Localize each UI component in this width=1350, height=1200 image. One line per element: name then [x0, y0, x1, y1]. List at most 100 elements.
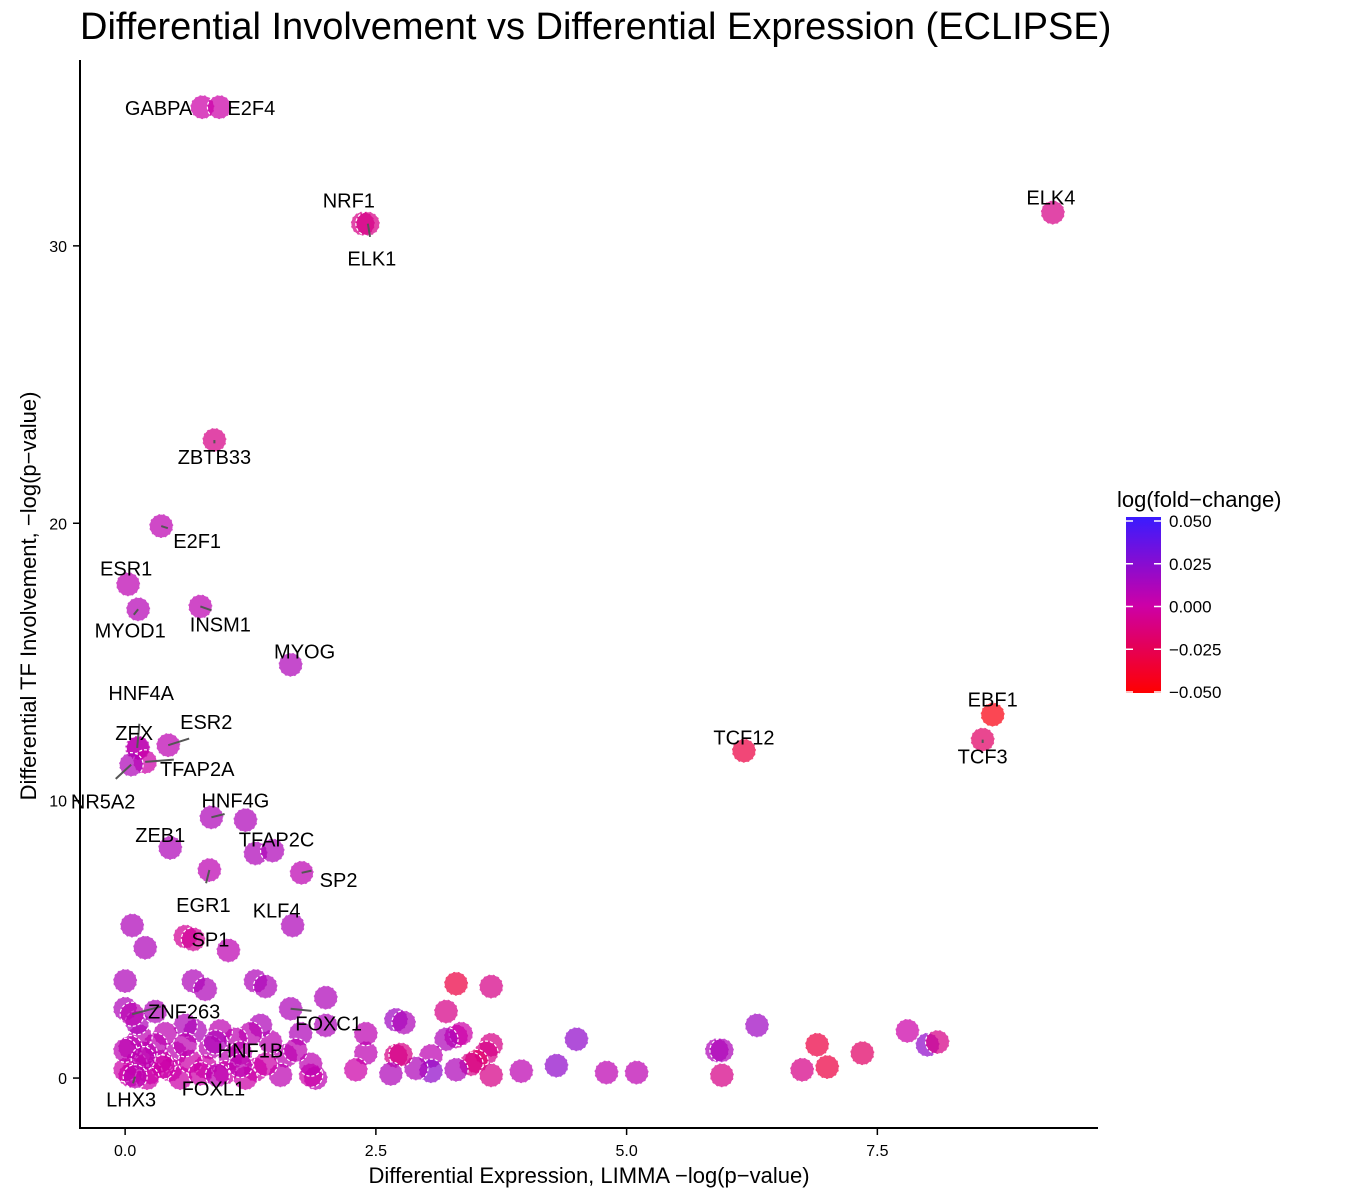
point-label-sp1: SP1: [192, 929, 230, 951]
point-label-foxl1: FOXL1: [182, 1078, 245, 1100]
color-legend: log(fold−change) 0.050 0.025 0.000 −0.025 −0…: [1117, 487, 1282, 702]
data-point: [112, 968, 138, 994]
data-point-tcf12: [731, 738, 757, 764]
leader-line-sp2: [301, 869, 312, 874]
ticks-layer: 0.0 2.5 5.0 7.5 0 10 20 30: [49, 239, 888, 1160]
data-point: [202, 1029, 228, 1055]
x-tick-label: 5.0: [615, 1143, 637, 1160]
data-point-e2f4: [206, 94, 233, 120]
point-label-tfap2a: TFAP2A: [160, 759, 235, 781]
data-point: [192, 976, 218, 1002]
point-label-insm1: INSM1: [190, 614, 251, 636]
data-point: [849, 1040, 875, 1066]
legend-tick-label: 0.025: [1169, 555, 1212, 574]
data-point: [563, 1026, 590, 1052]
data-point: [433, 1026, 459, 1052]
legend-tick-label: −0.050: [1169, 683, 1221, 702]
legend-title: log(fold−change): [1117, 487, 1282, 512]
data-point: [789, 1057, 815, 1083]
leader-line-lhx3: [132, 1076, 137, 1084]
legend-tick-label: 0.050: [1169, 512, 1212, 531]
y-tick-label: 20: [49, 516, 67, 533]
point-label-elk1: ELK1: [347, 249, 396, 271]
point-label-elk4: ELK4: [1026, 188, 1075, 210]
y-tick-label: 10: [49, 794, 67, 811]
leader-line-hnf4g: [211, 813, 225, 819]
data-point-myog: [278, 652, 304, 678]
data-point: [624, 1059, 650, 1086]
leader-line-znf263: [131, 1005, 162, 1016]
data-point: [709, 1062, 735, 1088]
points-layer: [112, 94, 1066, 1091]
leader-line-esr2: [167, 737, 190, 747]
data-point: [252, 973, 279, 1000]
x-axis-title: Differential Expression, LIMMA −log(p−va…: [368, 1163, 809, 1188]
data-point: [543, 1052, 570, 1079]
data-point-elk4: [1040, 199, 1066, 226]
x-tick-label: 0.0: [114, 1143, 136, 1160]
point-label-tfap2c: TFAP2C: [239, 830, 315, 852]
data-point: [508, 1058, 534, 1084]
data-point: [814, 1054, 840, 1080]
point-label-zeb1: ZEB1: [135, 825, 185, 847]
point-labels-layer: GABPA E2F4 NRF1 ELK1 ELK4 ZBTB33 E2F1 ESR1 MYOD1…: [71, 98, 1075, 1112]
point-label-nr5a2: NR5A2: [71, 792, 135, 814]
data-point: [180, 926, 206, 952]
point-label-sp2: SP2: [320, 870, 358, 892]
point-label-ebf1: EBF1: [968, 690, 1018, 712]
leader-line-nr5a2: [115, 763, 132, 780]
point-label-esr2: ESR2: [180, 712, 232, 734]
leader-line-e2f1: [160, 525, 169, 530]
axes-layer: [79, 60, 1098, 1129]
data-point: [478, 1062, 504, 1088]
point-label-myog: MYOG: [274, 642, 335, 664]
y-tick-label: 0: [58, 1071, 67, 1088]
data-point: [709, 1037, 735, 1063]
data-point: [804, 1032, 830, 1058]
leader-line-tfap2a: [145, 758, 174, 763]
leader-line-insm1: [200, 605, 212, 612]
point-label-lhx3: LHX3: [106, 1090, 156, 1112]
data-point-esr1: [115, 571, 141, 597]
leader-line-foxc1: [290, 1007, 312, 1012]
point-label-gabpa: GABPA: [125, 98, 193, 120]
leader-line-elk1: [366, 223, 372, 238]
point-label-klf4: KLF4: [253, 900, 301, 922]
y-axis-title: Differential TF Involvement, −log(p−valu…: [16, 392, 41, 801]
legend-tick-label: 0.000: [1169, 598, 1212, 617]
data-point: [313, 1012, 339, 1038]
legend-colorbar: [1126, 517, 1161, 693]
data-point-tfap2c: [259, 837, 286, 864]
point-label-e2f1: E2F1: [173, 531, 221, 553]
legend-ticks: 0.050 0.025 0.000 −0.025 −0.050: [1126, 512, 1221, 702]
x-tick-label: 7.5: [866, 1143, 888, 1160]
data-point: [252, 1051, 279, 1077]
data-point-hnf1b: [227, 1052, 254, 1079]
point-label-znf263: ZNF263: [148, 1001, 220, 1023]
point-label-zfx: ZFX: [115, 723, 153, 745]
data-point: [378, 1061, 404, 1087]
leader-line-hnf4a: [136, 723, 141, 749]
data-point: [172, 1032, 198, 1058]
data-point: [232, 807, 259, 833]
point-label-foxc1: FOXC1: [295, 1014, 362, 1036]
data-point: [119, 912, 145, 939]
point-label-tcf3: TCF3: [958, 747, 1008, 769]
point-label-hnf1b: HNF1B: [218, 1041, 284, 1063]
data-point: [478, 973, 504, 1000]
point-label-egr1: EGR1: [176, 895, 230, 917]
data-point: [130, 1046, 156, 1072]
data-point: [132, 935, 158, 961]
data-point: [343, 1057, 369, 1083]
data-point: [391, 1009, 417, 1036]
data-point: [388, 1041, 414, 1068]
data-point: [894, 1018, 921, 1044]
data-point: [353, 1021, 379, 1047]
legend-tick-label: −0.025: [1169, 640, 1221, 659]
leader-line-egr1: [205, 869, 211, 884]
x-tick-label: 2.5: [365, 1143, 387, 1160]
data-point: [443, 1057, 469, 1083]
data-point: [313, 985, 339, 1011]
data-point-sp1: [215, 937, 242, 964]
data-point: [433, 998, 459, 1025]
